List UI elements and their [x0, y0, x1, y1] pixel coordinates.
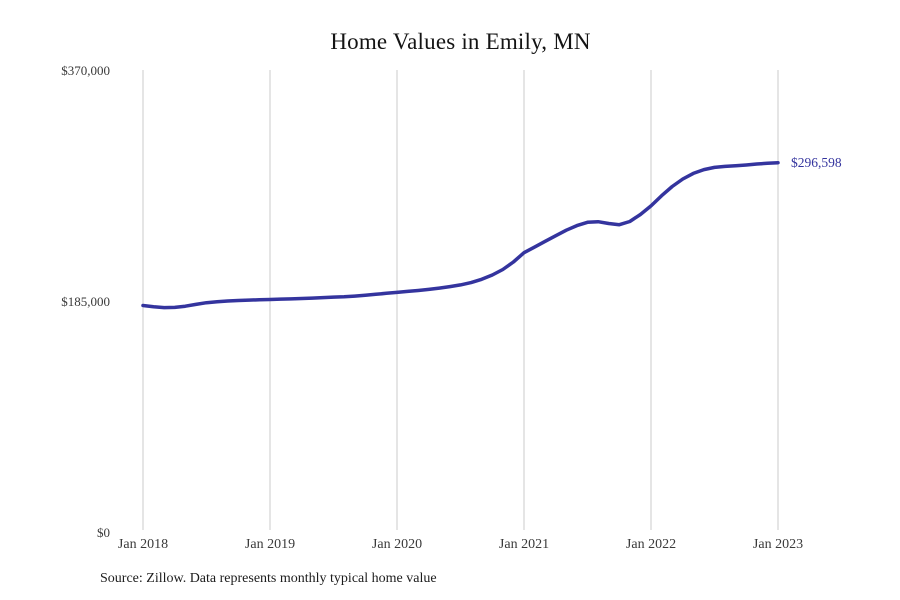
chart-title: Home Values in Emily, MN	[330, 29, 591, 54]
y-axis-tick-label: $0	[97, 525, 110, 540]
source-note: Source: Zillow. Data represents monthly …	[100, 571, 437, 586]
x-axis-tick-label: Jan 2020	[371, 537, 423, 552]
y-axis-tick-label: $370,000	[61, 63, 110, 78]
latest-value-label: $296,598	[791, 154, 842, 170]
home-value-line	[141, 160, 780, 310]
x-axis-tick-label: Jan 2021	[498, 537, 550, 552]
x-axis-tick-label: Jan 2019	[244, 537, 296, 552]
x-axis-tick-label: Jan 2022	[625, 537, 677, 552]
y-axis-tick-label: $185,000	[61, 294, 110, 309]
x-axis-tick-label: Jan 2023	[752, 537, 804, 552]
x-axis-tick-label: Jan 2018	[117, 537, 169, 552]
